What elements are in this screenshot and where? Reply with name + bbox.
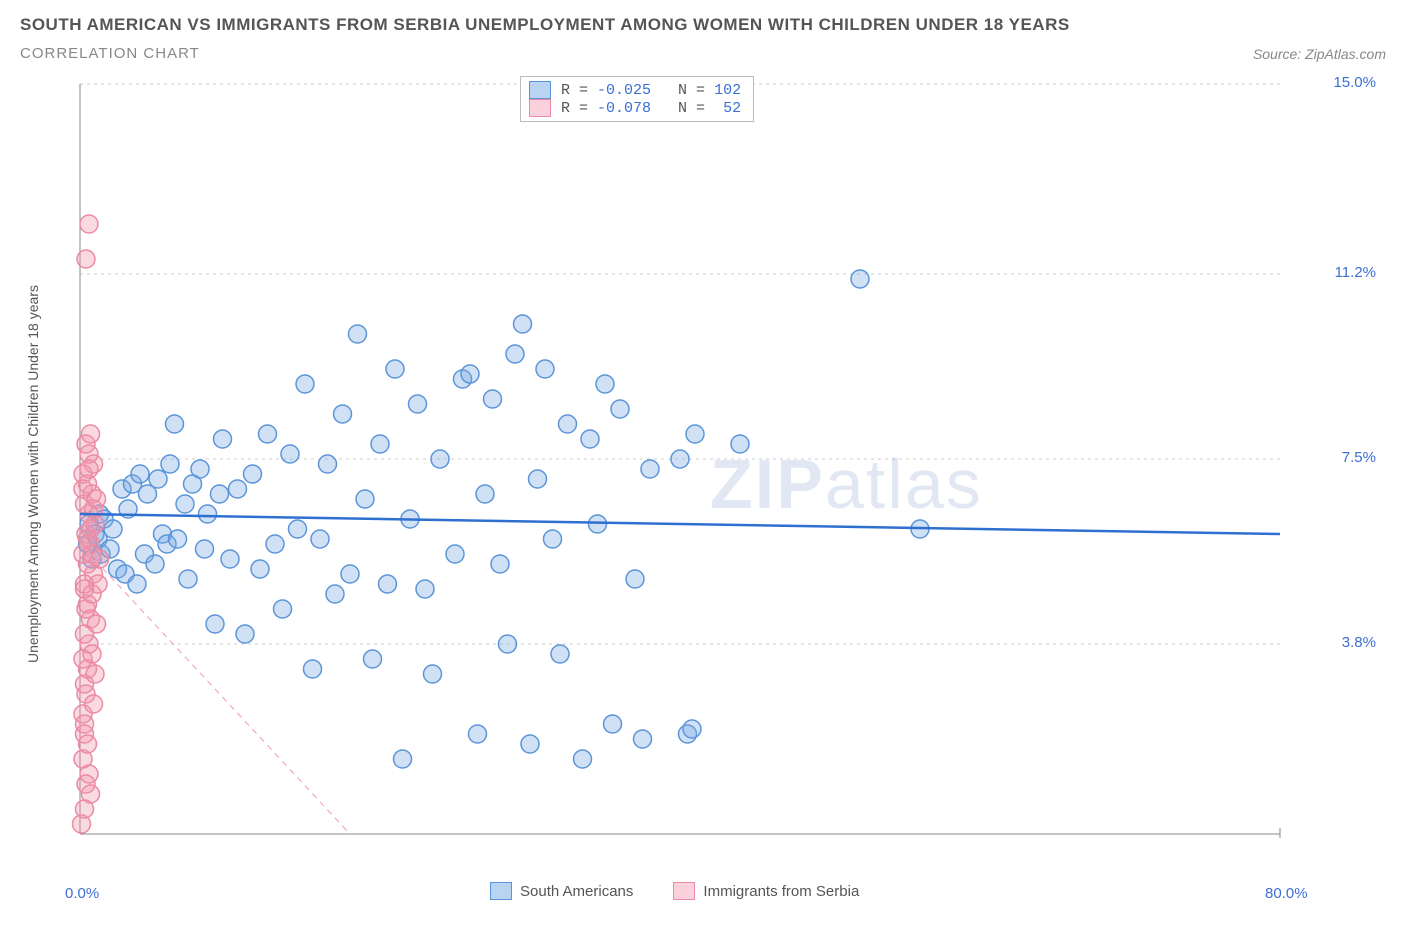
source-label: Source: ZipAtlas.com: [1253, 46, 1386, 62]
legend-stat-row: R = -0.078 N = 52: [529, 99, 741, 117]
chart-subtitle: CORRELATION CHART: [20, 45, 200, 62]
y-tick-label: 15.0%: [1333, 74, 1376, 91]
scatter-chart: [70, 74, 1340, 864]
x-tick-label: 0.0%: [65, 885, 99, 902]
series-legend: South Americans Immigrants from Serbia: [490, 882, 859, 900]
header: SOUTH AMERICAN VS IMMIGRANTS FROM SERBIA…: [20, 15, 1386, 62]
y-axis-label: Unemployment Among Women with Children U…: [25, 285, 41, 663]
y-tick-label: 7.5%: [1342, 449, 1376, 466]
chart-area: Unemployment Among Women with Children U…: [20, 74, 1386, 894]
legend-swatch: [490, 882, 512, 900]
chart-title: SOUTH AMERICAN VS IMMIGRANTS FROM SERBIA…: [20, 15, 1070, 35]
legend-label: South Americans: [520, 883, 633, 900]
y-tick-label: 11.2%: [1335, 264, 1376, 281]
legend-item: South Americans: [490, 882, 633, 900]
legend-swatch: [673, 882, 695, 900]
legend-label: Immigrants from Serbia: [703, 883, 859, 900]
legend-stat-row: R = -0.025 N = 102: [529, 81, 741, 99]
legend-item: Immigrants from Serbia: [673, 882, 859, 900]
legend-swatch: [529, 81, 551, 99]
legend-swatch: [529, 99, 551, 117]
y-tick-label: 3.8%: [1342, 634, 1376, 651]
x-tick-label: 80.0%: [1265, 885, 1308, 902]
correlation-legend: R = -0.025 N = 102 R = -0.078 N = 52: [520, 76, 754, 122]
